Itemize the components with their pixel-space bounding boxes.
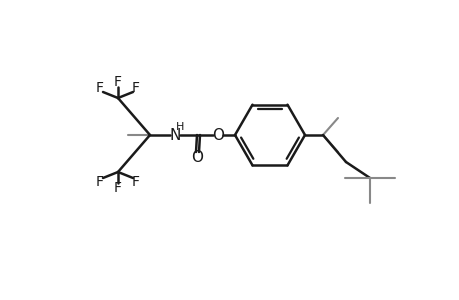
Text: F: F	[132, 175, 140, 189]
Text: H: H	[175, 122, 184, 132]
Text: F: F	[96, 175, 104, 189]
Text: F: F	[96, 81, 104, 95]
Text: O: O	[212, 128, 224, 142]
Text: O: O	[190, 149, 202, 164]
Text: F: F	[114, 181, 122, 195]
Text: N: N	[169, 128, 180, 142]
Text: F: F	[132, 81, 140, 95]
Text: F: F	[114, 75, 122, 89]
